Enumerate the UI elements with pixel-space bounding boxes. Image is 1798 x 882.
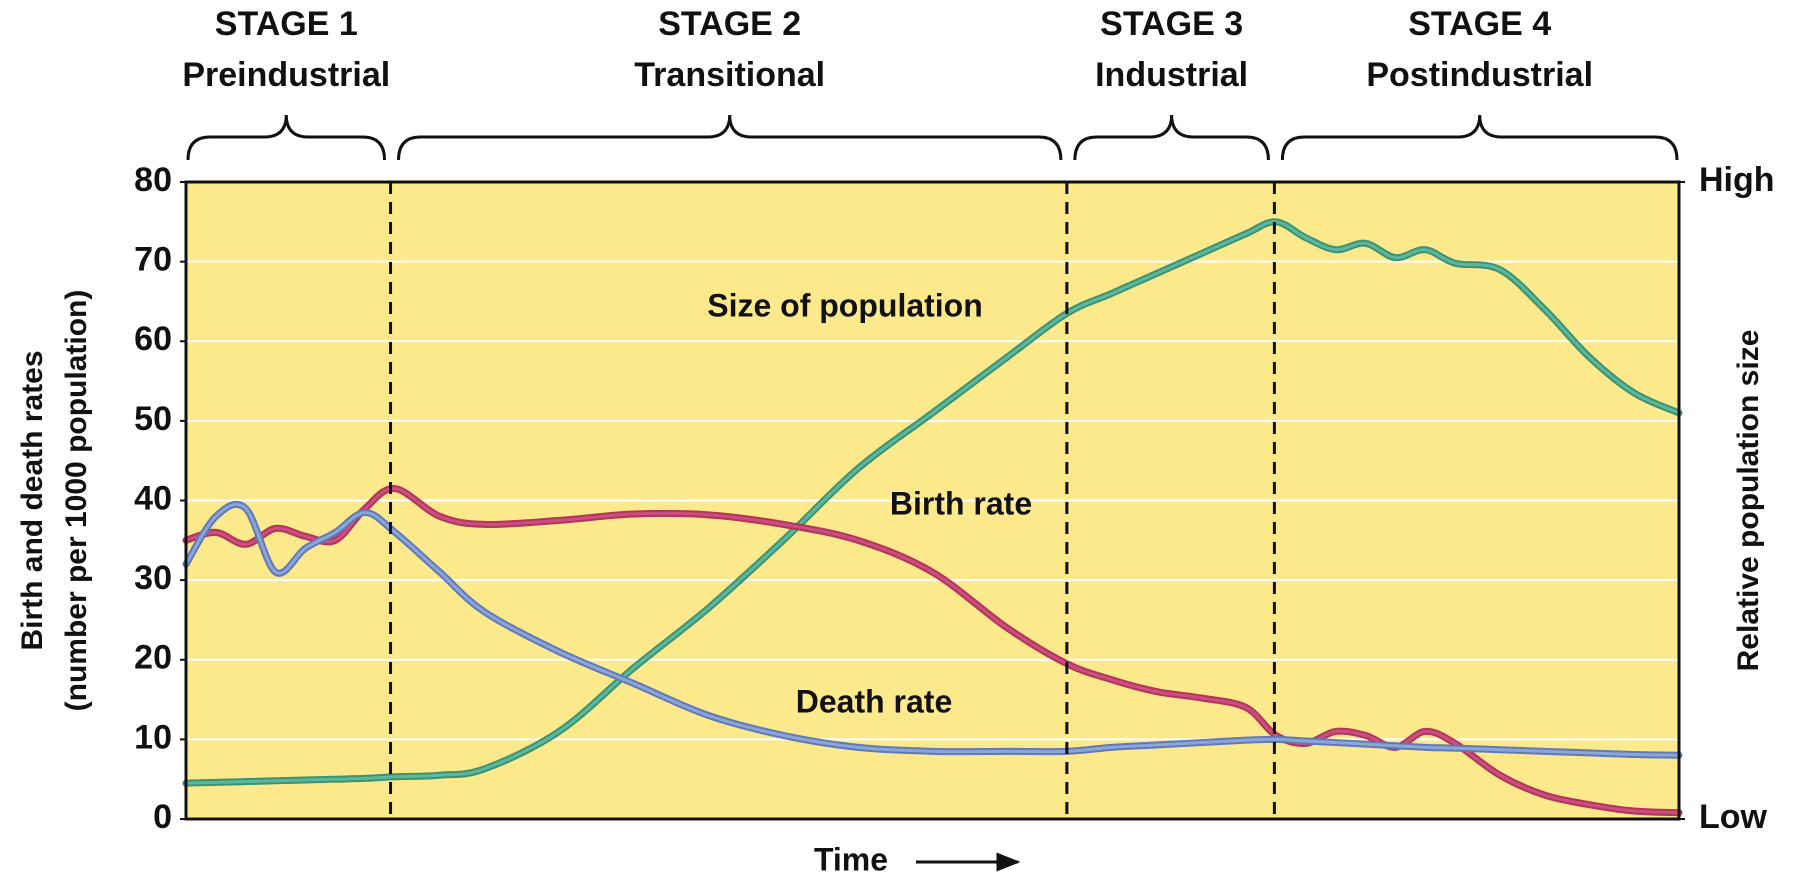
y-tick-label: 10 bbox=[134, 718, 172, 756]
y2-axis-label: Relative population size bbox=[1732, 330, 1765, 672]
stage-brace bbox=[1280, 114, 1679, 161]
stage-brace bbox=[1073, 114, 1270, 161]
y-tick-label: 20 bbox=[134, 639, 172, 677]
y2-tick-label: Low bbox=[1699, 798, 1768, 836]
y-tick-label: 80 bbox=[134, 161, 172, 199]
stage-label: Transitional bbox=[634, 56, 825, 94]
stage-label: Industrial bbox=[1095, 56, 1248, 94]
y-tick-label: 60 bbox=[134, 320, 172, 358]
annotation: Size of population bbox=[707, 287, 983, 323]
stage-brace bbox=[397, 114, 1063, 161]
y-tick-label: 0 bbox=[153, 798, 172, 836]
annotation: Birth rate bbox=[890, 485, 1032, 521]
annotation: Death rate bbox=[796, 683, 953, 719]
stage-label: Preindustrial bbox=[182, 56, 390, 94]
y-axis-label: Birth and death rates bbox=[16, 350, 49, 650]
series-line bbox=[184, 502, 1680, 757]
y2-tick-label: High bbox=[1699, 161, 1775, 199]
y-axis-label: (number per 1000 population) bbox=[60, 290, 93, 712]
stage-name: STAGE 2 bbox=[658, 5, 801, 43]
y-tick-label: 50 bbox=[134, 400, 172, 438]
x-axis-label: Time bbox=[814, 841, 888, 877]
stage-label: Postindustrial bbox=[1366, 56, 1593, 94]
stage-brace bbox=[186, 114, 387, 161]
y-tick-label: 70 bbox=[134, 241, 172, 279]
y-tick-label: 30 bbox=[134, 559, 172, 597]
stage-name: STAGE 1 bbox=[215, 5, 358, 43]
stage-name: STAGE 4 bbox=[1408, 5, 1551, 43]
stage-name: STAGE 3 bbox=[1100, 5, 1243, 43]
y-tick-label: 40 bbox=[134, 479, 172, 517]
series-line bbox=[185, 220, 1680, 785]
plot-frame bbox=[184, 180, 1681, 821]
